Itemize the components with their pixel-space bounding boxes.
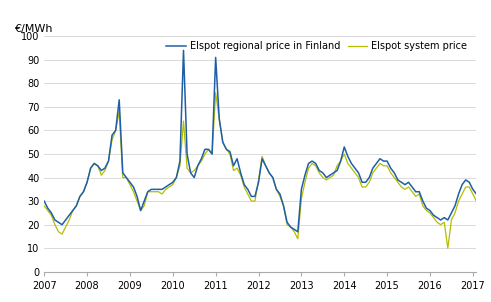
Elspot system price [445,246,451,250]
Elspot system price [198,159,204,163]
Elspot regional price in Finland [181,49,187,52]
Elspot regional price in Finland [77,194,83,198]
Line: Elspot system price: Elspot system price [44,93,491,248]
Elspot system price [213,91,218,95]
Text: €/MWh: €/MWh [14,24,53,34]
Elspot regional price in Finland [202,147,208,151]
Elspot system price [409,190,415,194]
Elspot regional price in Finland [459,183,465,186]
Elspot regional price in Finland [295,230,301,233]
Elspot regional price in Finland [466,181,472,184]
Elspot regional price in Finland [41,199,47,203]
Elspot regional price in Finland [413,190,419,194]
Elspot system price [459,192,465,196]
Elspot system price [41,204,47,208]
Elspot system price [116,110,122,114]
Line: Elspot regional price in Finland: Elspot regional price in Finland [44,50,491,232]
Legend: Elspot regional price in Finland, Elspot system price: Elspot regional price in Finland, Elspot… [166,41,467,51]
Elspot regional price in Finland [116,98,122,102]
Elspot system price [77,194,83,198]
Elspot system price [466,185,472,189]
